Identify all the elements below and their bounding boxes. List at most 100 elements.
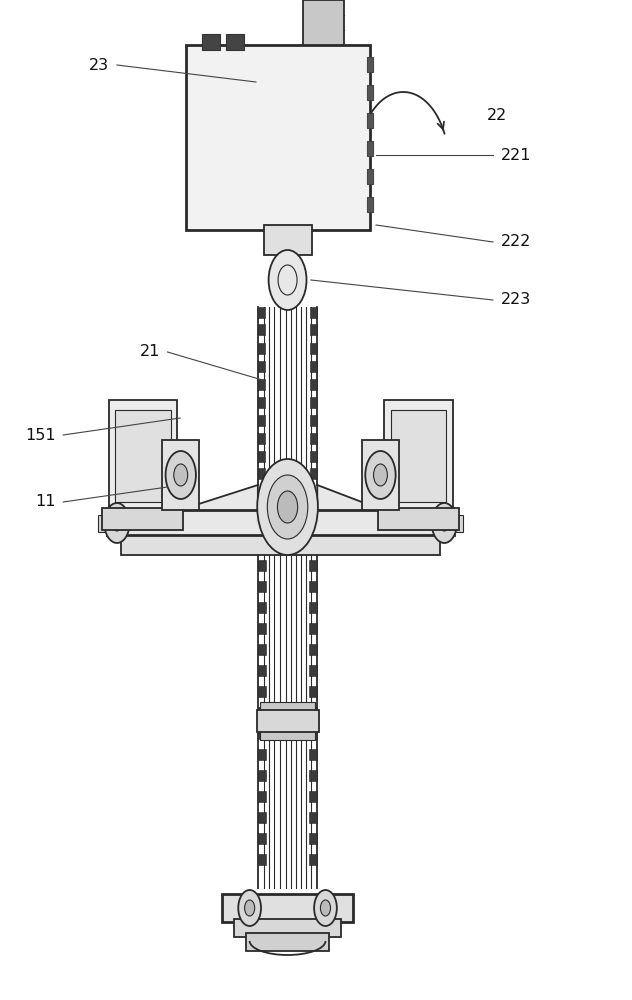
Bar bbox=[222, 894, 353, 922]
Bar bbox=[258, 415, 265, 426]
Bar bbox=[202, 34, 220, 50]
Bar bbox=[260, 702, 315, 740]
Bar bbox=[309, 665, 317, 676]
Bar bbox=[258, 854, 266, 865]
Circle shape bbox=[269, 250, 307, 310]
Text: 21: 21 bbox=[140, 344, 160, 360]
Bar bbox=[310, 451, 317, 462]
Bar bbox=[309, 770, 317, 781]
Bar bbox=[309, 854, 317, 865]
Bar bbox=[367, 113, 373, 128]
Bar bbox=[258, 397, 265, 408]
Circle shape bbox=[267, 475, 308, 539]
Bar bbox=[226, 34, 244, 50]
Bar bbox=[449, 515, 463, 532]
Bar bbox=[310, 324, 317, 335]
Bar bbox=[258, 379, 265, 390]
Bar bbox=[309, 560, 317, 571]
Bar bbox=[303, 0, 344, 45]
Text: 221: 221 bbox=[501, 147, 531, 162]
Bar bbox=[258, 728, 266, 739]
Bar bbox=[258, 707, 266, 718]
Circle shape bbox=[365, 451, 396, 499]
Bar bbox=[121, 533, 440, 555]
Text: 22: 22 bbox=[487, 107, 507, 122]
Bar bbox=[257, 710, 319, 732]
Bar bbox=[258, 749, 266, 760]
Bar bbox=[264, 225, 312, 255]
Bar bbox=[309, 623, 317, 634]
Circle shape bbox=[174, 464, 188, 486]
Bar bbox=[309, 728, 317, 739]
Bar bbox=[309, 686, 317, 697]
Bar bbox=[258, 361, 265, 372]
Bar bbox=[391, 410, 446, 502]
Bar bbox=[98, 515, 112, 532]
Circle shape bbox=[277, 491, 298, 523]
Circle shape bbox=[314, 890, 337, 926]
Bar bbox=[258, 343, 265, 354]
Bar bbox=[234, 919, 341, 937]
Bar bbox=[258, 791, 266, 802]
Bar bbox=[258, 644, 266, 655]
Bar bbox=[309, 644, 317, 655]
Bar bbox=[310, 397, 317, 408]
Bar bbox=[258, 602, 266, 613]
Bar bbox=[367, 169, 373, 184]
Bar bbox=[258, 686, 266, 697]
Bar bbox=[107, 510, 454, 535]
Bar bbox=[367, 85, 373, 100]
Bar bbox=[362, 440, 399, 510]
Bar bbox=[309, 749, 317, 760]
Bar bbox=[310, 415, 317, 426]
Bar bbox=[367, 57, 373, 72]
Bar bbox=[258, 307, 265, 318]
Bar bbox=[367, 197, 373, 212]
Bar bbox=[258, 560, 266, 571]
Bar bbox=[186, 45, 370, 230]
Bar bbox=[367, 141, 373, 156]
Circle shape bbox=[104, 503, 130, 543]
Bar bbox=[115, 410, 171, 502]
Bar bbox=[258, 623, 266, 634]
Bar bbox=[309, 791, 317, 802]
Bar bbox=[310, 468, 317, 479]
Bar bbox=[258, 324, 265, 335]
Bar bbox=[258, 665, 266, 676]
Bar bbox=[309, 602, 317, 613]
Circle shape bbox=[374, 464, 387, 486]
Bar bbox=[310, 379, 317, 390]
Bar bbox=[258, 833, 266, 844]
Bar bbox=[310, 307, 317, 318]
Bar bbox=[258, 433, 265, 444]
Bar bbox=[258, 581, 266, 592]
Bar bbox=[309, 581, 317, 592]
Text: 23: 23 bbox=[89, 57, 109, 73]
Bar bbox=[109, 400, 177, 512]
Bar bbox=[258, 451, 265, 462]
Text: 222: 222 bbox=[501, 234, 531, 249]
Bar bbox=[309, 707, 317, 718]
Polygon shape bbox=[317, 485, 391, 532]
Polygon shape bbox=[171, 485, 258, 532]
Bar bbox=[162, 440, 199, 510]
Bar bbox=[258, 770, 266, 781]
Bar bbox=[309, 833, 317, 844]
Circle shape bbox=[257, 459, 318, 555]
Bar bbox=[258, 812, 266, 823]
Bar bbox=[310, 343, 317, 354]
Circle shape bbox=[320, 900, 331, 916]
Circle shape bbox=[238, 890, 261, 926]
Bar bbox=[378, 508, 459, 530]
Bar bbox=[258, 468, 265, 479]
Bar bbox=[102, 508, 183, 530]
Bar bbox=[384, 400, 453, 512]
Text: 223: 223 bbox=[501, 292, 531, 308]
Bar bbox=[310, 361, 317, 372]
Circle shape bbox=[432, 503, 457, 543]
Bar bbox=[246, 933, 329, 951]
Circle shape bbox=[245, 900, 255, 916]
Text: 151: 151 bbox=[25, 428, 56, 442]
Text: 11: 11 bbox=[35, 494, 56, 510]
Bar bbox=[310, 433, 317, 444]
